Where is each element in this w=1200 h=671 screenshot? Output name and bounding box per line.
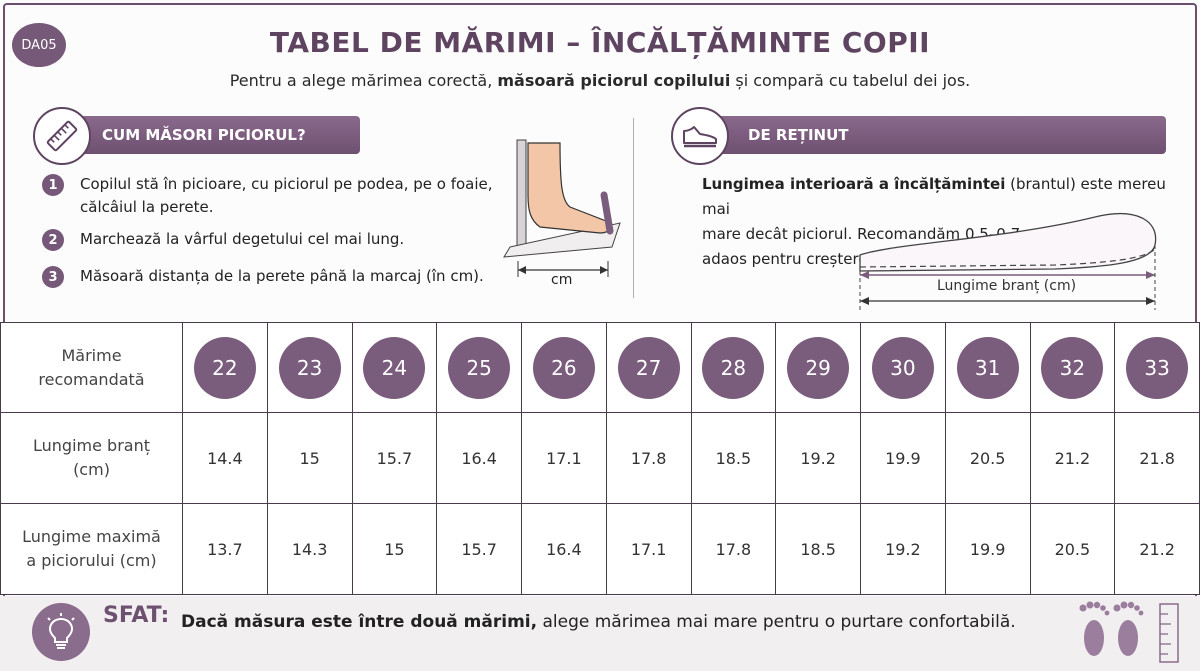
size-cell: 30 (860, 322, 946, 413)
insole-cell: 18.5 (690, 412, 777, 504)
size-badge: 33 (1126, 336, 1189, 399)
size-cell: 31 (944, 322, 1031, 413)
page-title: TABEL DE MĂRIMI – ÎNCĂLȚĂMINTE COPII (269, 26, 931, 59)
foot-measuring-illustration (503, 139, 621, 277)
step-text: Marchează la vârful degetului cel mai lu… (80, 230, 405, 248)
step-number: 2 (42, 229, 64, 251)
tip-text: Dacă măsura este între două mărimi, aleg… (181, 612, 1016, 632)
remember-heading-banner: DE REȚINUT (716, 116, 1166, 154)
row-header-size: Mărime recomandată (0, 322, 183, 413)
ruler-icon (33, 107, 91, 165)
measure-step-3: 3 Măsoară distanța de la perete până la … (42, 265, 484, 288)
size-badge: 32 (1041, 336, 1104, 399)
size-cell: 27 (605, 322, 692, 413)
step-text: Copilul stă în picioare, cu piciorul pe … (80, 175, 493, 193)
size-cell: 22 (182, 322, 268, 413)
note-bold: Lungimea interioară a încălțămintei (702, 175, 1006, 193)
size-badge: 23 (278, 336, 341, 399)
size-badge: 24 (363, 336, 426, 399)
table-row-foot: Lungime maximă a piciorului (cm) 13.7 14… (0, 503, 1200, 595)
subtitle-before: Pentru a alege mărimea corectă, (229, 71, 498, 90)
insole-cell: 19.9 (860, 412, 946, 504)
row-header-foot: Lungime maximă a piciorului (cm) (0, 503, 183, 595)
row-header-insole: Lungime branț (cm) (0, 412, 183, 504)
foot-cell: 17.1 (605, 503, 692, 595)
step-text: Măsoară distanța de la perete până la ma… (80, 267, 484, 285)
insole-cell: 19.2 (775, 412, 861, 504)
insole-length-label: Lungime branț (cm) (937, 278, 1077, 294)
row-header-line: recomandată (38, 369, 145, 389)
size-table: Mărime recomandată 22 23 24 25 26 27 28 … (0, 322, 1200, 595)
insole-cell: 15 (266, 412, 353, 504)
measure-unit-label: cm (551, 272, 573, 288)
foot-cell: 19.2 (860, 503, 946, 595)
tip-bar (0, 596, 1200, 671)
tip-bold: Dacă măsura este între două mărimi, (181, 612, 538, 632)
shoe-icon (671, 107, 729, 165)
note-line2: mare decât piciorul. Recomandăm 0,5–0,7 … (702, 225, 1048, 243)
size-cell: 23 (266, 322, 353, 413)
lightbulb-icon (32, 603, 90, 661)
row-header-line: Lungime maximă (22, 527, 161, 546)
size-badge: 26 (532, 336, 595, 399)
foot-cell: 15.7 (436, 503, 522, 595)
size-cell: 24 (351, 322, 438, 413)
size-badge: 28 (702, 336, 765, 399)
page-subtitle: Pentru a alege mărimea corectă, măsoară … (0, 71, 1200, 90)
tip-rest: alege mărimea mai mare pentru o purtare … (537, 612, 1016, 632)
section-divider (633, 118, 634, 298)
foot-cell: 14.3 (266, 503, 353, 595)
size-badge: 29 (787, 336, 850, 399)
remember-heading: DE REȚINUT (748, 126, 849, 144)
size-cell: 25 (436, 322, 522, 413)
foot-cell: 17.8 (690, 503, 777, 595)
tip-label: SFAT: (103, 603, 170, 628)
size-badge: 30 (871, 336, 934, 399)
row-header-line: a piciorului (cm) (26, 551, 157, 570)
size-cell: 29 (775, 322, 861, 413)
size-badge: 22 (193, 336, 256, 399)
insole-illustration (859, 213, 1157, 310)
size-cell: 26 (521, 322, 607, 413)
foot-cell: 16.4 (521, 503, 607, 595)
code-badge: DA05 (12, 23, 66, 67)
step-number: 1 (42, 174, 64, 196)
insole-cell: 17.1 (521, 412, 607, 504)
insole-cell: 17.8 (605, 412, 692, 504)
row-header-line: Mărime (61, 345, 122, 365)
size-cell: 28 (690, 322, 777, 413)
subtitle-after: și compară cu tabelul dei jos. (730, 71, 971, 90)
foot-cell: 21.2 (1114, 503, 1200, 595)
note-line1: (brantul) este mereu mai (702, 175, 1166, 218)
measure-heading: CUM MĂSORI PICIORUL? (102, 126, 306, 144)
table-row-insole: Lungime branț (cm) 14.4 15 15.7 16.4 17.… (0, 412, 1200, 504)
foot-cell: 19.9 (944, 503, 1031, 595)
size-badge: 27 (617, 336, 680, 399)
measure-heading-banner: CUM MĂSORI PICIORUL? (70, 116, 360, 154)
insole-cell: 21.2 (1029, 412, 1116, 504)
table-row-sizes: Mărime recomandată 22 23 24 25 26 27 28 … (0, 322, 1200, 413)
row-header-line: Lungime branț (33, 436, 150, 455)
size-cell: 32 (1029, 322, 1116, 413)
insole-cell: 20.5 (944, 412, 1031, 504)
subtitle-bold: măsoară piciorul copilului (497, 71, 731, 90)
size-badge: 25 (448, 336, 511, 399)
size-cell: 33 (1114, 322, 1200, 413)
step-text-cont: călcâiul la perete. (80, 198, 214, 216)
foot-cell: 13.7 (182, 503, 268, 595)
row-header-line: (cm) (73, 460, 110, 479)
measure-step-2: 2 Marchează la vârful degetului cel mai … (42, 228, 404, 251)
insole-cell: 14.4 (182, 412, 268, 504)
foot-cell: 15 (351, 503, 438, 595)
size-badge: 31 (956, 336, 1019, 399)
insole-cell: 21.8 (1114, 412, 1200, 504)
foot-cell: 18.5 (775, 503, 861, 595)
measure-step-1: 1 Copilul stă în picioare, cu piciorul p… (42, 173, 493, 219)
step-number: 3 (42, 266, 64, 288)
insole-cell: 15.7 (351, 412, 438, 504)
footprints-icon (1079, 601, 1179, 663)
insole-cell: 16.4 (436, 412, 522, 504)
foot-cell: 20.5 (1029, 503, 1116, 595)
